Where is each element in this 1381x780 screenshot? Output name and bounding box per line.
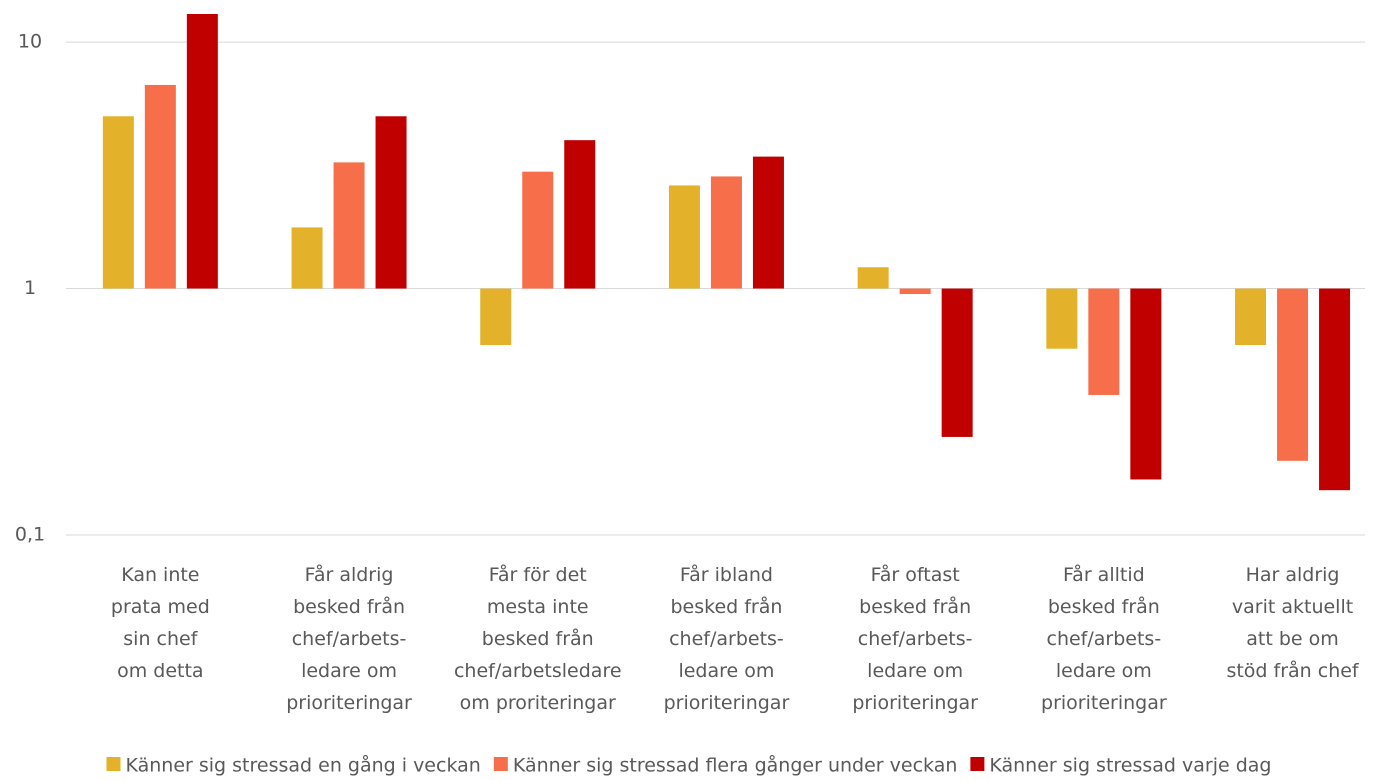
x-tick-line: Får aldrig (305, 563, 394, 586)
bar (564, 140, 596, 289)
x-tick-label: Har aldrig varit aktuellt att be om stöd fr… (1226, 564, 1359, 682)
y-tick-label: 1 (24, 277, 36, 299)
x-tick-line: Kan inte (121, 564, 199, 586)
bar (1277, 288, 1309, 461)
x-tick-line: Har aldrig (1246, 564, 1340, 586)
bar (1088, 288, 1120, 395)
bar (941, 288, 973, 437)
y-tick-label: 0,1 (15, 524, 45, 546)
bar (144, 84, 176, 289)
x-tick-line: besked från (293, 595, 405, 618)
bar (102, 116, 134, 289)
x-tick-line: Får för det (489, 563, 587, 586)
x-tick-line: prioriteringar (852, 692, 978, 714)
x-tick-line: besked från (1048, 595, 1160, 618)
x-tick-line: ledare om (1056, 660, 1152, 682)
legend-label: Känner sig stressad flera gånger under v… (513, 754, 958, 777)
x-tick-line: sin chef (123, 628, 198, 650)
x-tick-line: besked från (670, 595, 782, 618)
legend-swatch (493, 757, 508, 771)
legend: Känner sig stressad en gång i veckan Känn… (106, 754, 1272, 777)
bar (1046, 288, 1078, 349)
x-tick-label: Får för det mesta inte besked från chef/arb… (454, 563, 622, 714)
bar (899, 288, 931, 295)
legend-swatch (970, 757, 985, 771)
x-tick-line: om detta (117, 660, 203, 682)
bar (522, 171, 554, 289)
x-tick-line: varit aktuellt (1232, 596, 1353, 618)
bar (1319, 288, 1351, 491)
x-tick-line: besked från (859, 595, 971, 618)
x-tick-line: chef/arbetsledare (454, 660, 622, 682)
bar (857, 267, 889, 289)
bar (710, 176, 742, 289)
x-tick-line: prata med (111, 596, 210, 618)
x-tick-line: stöd från chef (1226, 659, 1359, 682)
x-tick-line: mesta inte (487, 596, 589, 618)
x-tick-line: Får oftast (871, 563, 960, 586)
x-tick-line: prioriteringar (286, 692, 412, 714)
x-tick-line: att be om (1246, 628, 1339, 650)
bar (333, 162, 365, 289)
x-tick-line: ledare om (867, 660, 963, 682)
legend-label: Känner sig stressad en gång i veckan (125, 754, 480, 777)
legend-label: Känner sig stressad varje dag (989, 755, 1271, 777)
bar (375, 116, 407, 289)
bar (752, 156, 784, 289)
bar (668, 185, 700, 289)
bar (1235, 288, 1267, 346)
x-tick-line: chef/arbets- (669, 628, 784, 650)
x-tick-line: chef/arbets- (1047, 628, 1162, 650)
x-tick-line: om proriteringar (460, 692, 616, 714)
x-tick-line: ledare om (678, 660, 774, 682)
bar (480, 288, 512, 346)
x-tick-line: Får alltid (1063, 563, 1145, 586)
x-tick-label: Får aldrig besked från chef/arbets-ledare … (286, 563, 412, 714)
x-tick-line: besked från (482, 627, 594, 650)
x-tick-line: chef/arbets- (292, 628, 407, 650)
x-tick-line: Får ibland (680, 563, 773, 586)
x-tick-label: Får ibland besked från chef/arbets-ledare … (664, 563, 790, 714)
y-tick-label: 10 (18, 31, 42, 53)
x-tick-label: Får oftast besked från chef/arbets-ledare … (852, 563, 978, 714)
x-tick-line: ledare om (301, 660, 397, 682)
bar (1130, 288, 1162, 480)
bar (186, 14, 218, 289)
x-tick-line: chef/arbets- (858, 628, 973, 650)
bar (291, 227, 323, 289)
x-tick-line: prioriteringar (664, 692, 790, 714)
x-tick-label: Kan inte prata med sin chef om detta (111, 564, 210, 682)
x-tick-label: Får alltid besked från chef/arbets-ledare … (1041, 563, 1167, 714)
x-tick-line: prioriteringar (1041, 692, 1167, 714)
legend-swatch (106, 757, 121, 771)
